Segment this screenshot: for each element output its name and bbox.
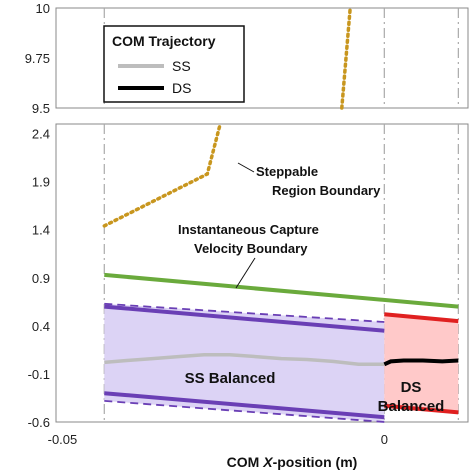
legend: COM Trajectory SS DS	[103, 25, 245, 103]
ds-trajectory	[383, 358, 459, 367]
legend-title: COM Trajectory	[112, 33, 216, 49]
x-ticks: -0.05 0	[48, 432, 388, 447]
legend-ds-label: DS	[172, 80, 191, 96]
capture-pointer	[235, 257, 256, 289]
lower-y-tick-6: -0.6	[28, 415, 50, 430]
x-tick-1: 0	[381, 432, 388, 447]
ss-upper-boundary	[104, 304, 385, 333]
ss-balanced-label: SS Balanced	[185, 370, 276, 387]
x-axis-label: COM X-position (m)	[227, 454, 358, 470]
steppable-boundary-lower	[102, 122, 222, 228]
ds-balanced-label-line2: Balanced	[378, 398, 445, 415]
ss-lower-dashed	[104, 400, 385, 423]
upper-y-tick-2: 9.5	[32, 101, 50, 116]
capture-velocity-boundary	[104, 272, 459, 309]
lower-y-ticks: 2.4 1.9 1.4 0.9 0.4 -0.1 -0.6	[28, 127, 50, 430]
ds-balanced-region	[384, 314, 459, 413]
capture-annotation-line1: Instantaneous Capture	[178, 222, 319, 237]
upper-y-tick-1: 9.75	[25, 51, 50, 66]
balanced-regions	[104, 303, 459, 422]
ds-lower-boundary	[384, 403, 459, 415]
ds-upper-boundary	[384, 312, 459, 324]
legend-ss-label: SS	[172, 58, 191, 74]
lower-y-tick-4: 0.4	[32, 319, 50, 334]
capture-annotation-line2: Velocity Boundary	[194, 241, 308, 256]
lower-y-tick-5: -0.1	[28, 367, 50, 382]
ds-balanced-label-line1: DS	[401, 379, 422, 396]
lower-y-tick-3: 0.9	[32, 271, 50, 286]
upper-panel-frame	[55, 7, 469, 109]
ss-balanced-region	[104, 303, 385, 422]
steppable-annotation-line2: Region Boundary	[272, 183, 381, 198]
ss-upper-dashed	[104, 302, 385, 323]
steppable-pointer	[237, 162, 255, 173]
upper-y-ticks: 10 9.75 9.5	[25, 1, 50, 116]
boundary-lines	[102, 6, 459, 423]
lower-y-tick-2: 1.4	[32, 223, 50, 238]
steppable-annotation-line1: Steppable	[256, 164, 318, 179]
steppable-boundary-upper	[340, 6, 352, 110]
ss-trajectory	[104, 352, 385, 367]
upper-y-tick-0: 10	[36, 1, 50, 16]
lower-y-tick-1: 1.9	[32, 175, 50, 190]
ss-lower-boundary	[104, 391, 385, 420]
lower-y-tick-0: 2.4	[32, 127, 50, 142]
lower-panel-frame	[55, 123, 469, 423]
x-tick-0: -0.05	[48, 432, 78, 447]
